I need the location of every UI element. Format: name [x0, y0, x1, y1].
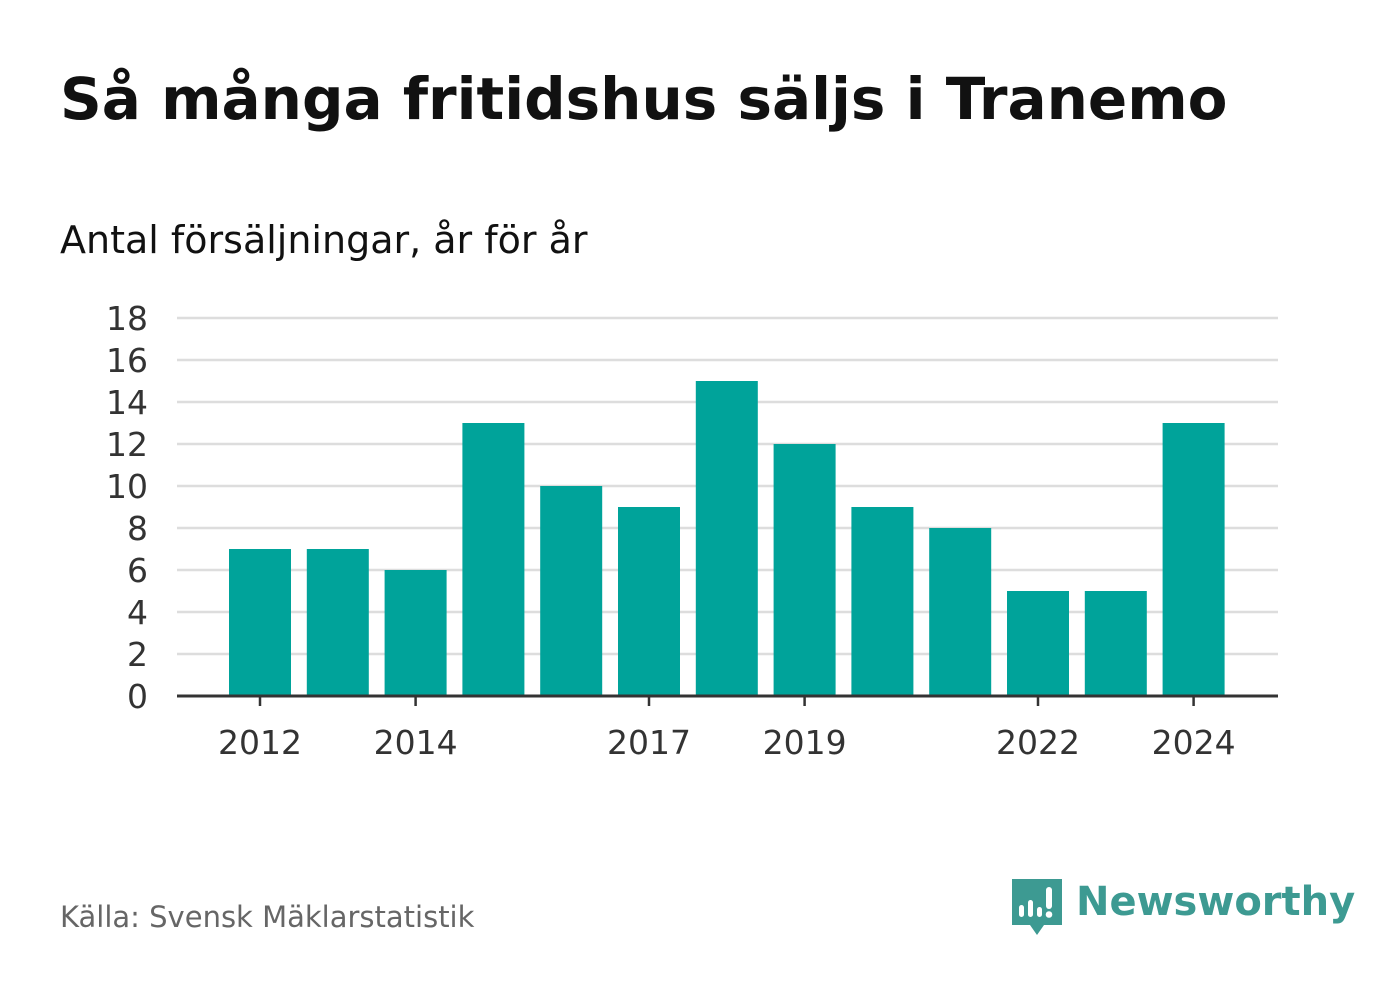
bar-2021 — [929, 528, 992, 696]
y-tick-label: 4 — [127, 593, 148, 632]
x-tick-label: 2019 — [763, 723, 847, 762]
y-tick-label: 12 — [106, 425, 148, 464]
bar-2018 — [695, 381, 758, 696]
bar-2020 — [851, 507, 914, 696]
bar-2022 — [1007, 591, 1069, 696]
source-note: Källa: Svensk Mäklarstatistik — [60, 900, 475, 934]
brand-name: Newsworthy — [1076, 879, 1356, 925]
chart-subtitle: Antal försäljningar, år för år — [60, 218, 588, 262]
y-tick-label: 18 — [106, 299, 148, 338]
y-tick-label: 2 — [127, 635, 148, 674]
x-tick-label: 2014 — [374, 723, 458, 762]
y-tick-label: 0 — [127, 677, 148, 716]
chart-title: Så många fritidshus säljs i Tranemo — [60, 65, 1228, 133]
x-tick-label: 2012 — [218, 723, 302, 762]
bar-2017 — [618, 507, 680, 696]
bar-2016 — [540, 486, 603, 696]
x-tick-label: 2017 — [607, 723, 691, 762]
bar-2023 — [1084, 591, 1147, 696]
brand-logo: Newsworthy — [1012, 879, 1356, 936]
y-tick-label: 8 — [127, 509, 148, 548]
newsworthy-logo-icon — [1012, 879, 1062, 935]
y-tick-label: 10 — [106, 467, 148, 506]
bars — [229, 381, 1225, 696]
bar-2013 — [306, 549, 369, 696]
bar-2019 — [773, 444, 836, 696]
bar-2024 — [1162, 423, 1225, 696]
y-tick-label: 14 — [106, 383, 148, 422]
y-tick-label: 6 — [127, 551, 148, 590]
x-axis-ticks: 2012 2014 2017 2019 2022 2024 — [218, 696, 1236, 762]
x-tick-label: 2024 — [1152, 723, 1236, 762]
bar-2014 — [384, 570, 447, 696]
x-tick-label: 2022 — [996, 723, 1080, 762]
bar-2012 — [229, 549, 291, 696]
y-tick-label: 16 — [106, 341, 148, 380]
bar-2015 — [462, 423, 525, 696]
